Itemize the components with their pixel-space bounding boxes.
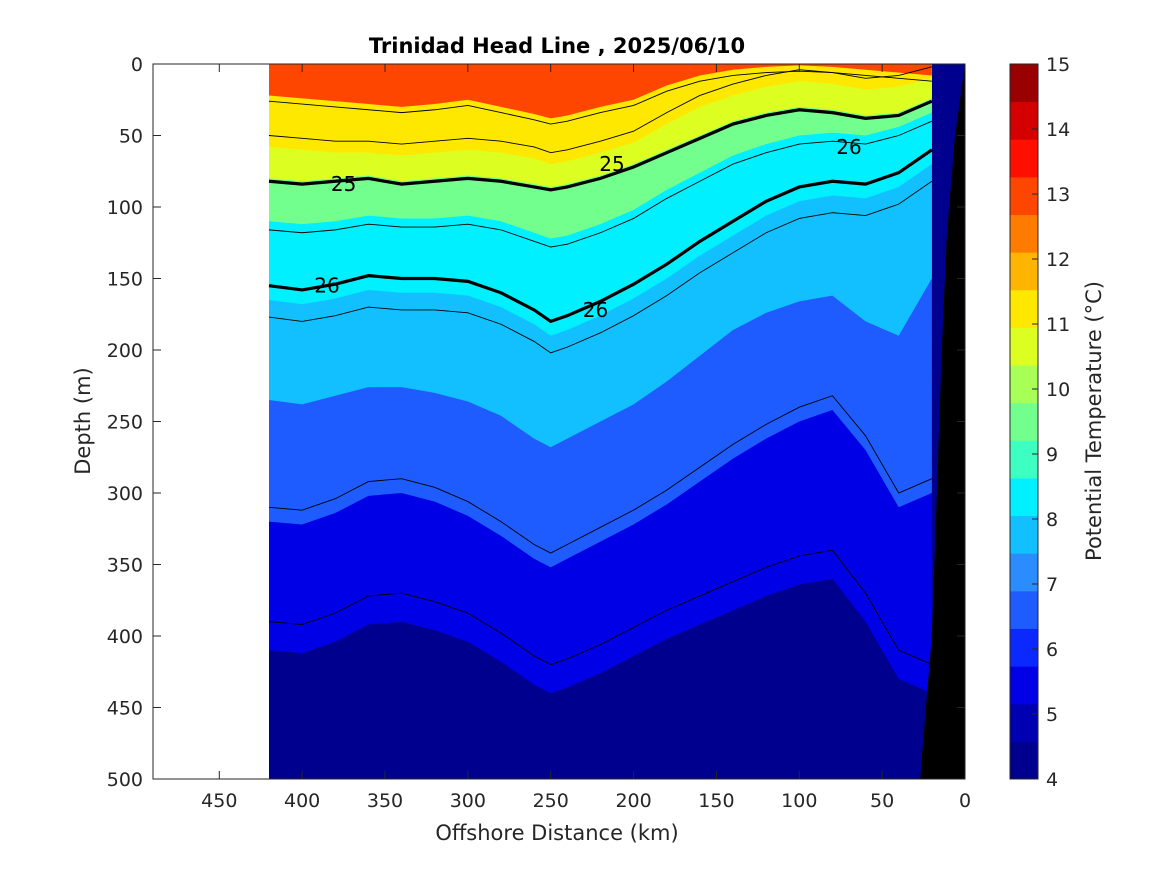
density-contour: [268, 395, 933, 554]
x-tick-label: 300: [450, 790, 486, 812]
x-tick-label: 400: [284, 790, 320, 812]
colorbar-tick-label: 9: [1046, 444, 1058, 466]
y-tick-label: 200: [107, 340, 143, 362]
y-axis: 0 50 100 150 200 250 300 350 400 450 500: [107, 54, 965, 791]
y-tick-label: 0: [131, 54, 143, 76]
y-tick-label: 100: [107, 197, 143, 219]
colorbar-tick-label: 5: [1046, 704, 1058, 726]
y-tick-label: 350: [107, 555, 143, 577]
density-contour-26: [268, 148, 933, 324]
colorbar-swatch: [1010, 628, 1038, 667]
x-axis-label: Offshore Distance (km): [435, 821, 678, 845]
colorbar-frame: [1009, 63, 1039, 780]
colorbar-label: Potential Temperature (°C): [1082, 281, 1106, 561]
y-axis-label: Depth (m): [71, 367, 95, 474]
x-axis: 450 400 350 300 250 200 150 100 50 0: [201, 64, 971, 812]
x-tick-label: 350: [367, 790, 403, 812]
x-tick-label: 150: [698, 790, 734, 812]
contour-label: 26: [583, 298, 608, 322]
colorbar-swatch: [1010, 64, 1038, 103]
colorbar-tick-label: 8: [1046, 509, 1058, 531]
colorbar-swatch: [1010, 214, 1038, 253]
colorbar-swatch: [1010, 252, 1038, 291]
contour-label: 25: [331, 172, 356, 196]
colorbar-swatch: [1010, 402, 1038, 441]
colorbar-tick-label: 10: [1046, 379, 1070, 401]
x-tick-label: 450: [201, 790, 237, 812]
colorbar-tick-label: 7: [1046, 574, 1058, 596]
colorbar-swatch: [1010, 176, 1038, 216]
colorbar-tick-label: 15: [1046, 54, 1070, 76]
colorbar-swatch: [1010, 101, 1038, 140]
density-contour: [268, 549, 933, 666]
colorbar: 4 5 6 7 8 9 10 11 12 13 14 15: [1009, 54, 1070, 791]
x-tick-label: 200: [615, 790, 651, 812]
density-contour-25: [268, 99, 933, 192]
y-tick-label: 500: [107, 769, 143, 791]
colorbar-swatch: [1010, 590, 1038, 629]
bathymetry: [915, 64, 965, 779]
y-tick-label: 150: [107, 269, 143, 291]
density-contour: [268, 120, 933, 248]
colorbar-swatch: [1010, 477, 1038, 517]
contour-label: 26: [314, 274, 339, 298]
x-tick-label: 50: [870, 790, 894, 812]
x-tick-label: 100: [781, 790, 817, 812]
chart-title: Trinidad Head Line , 2025/06/10: [369, 34, 745, 58]
colorbar-swatch: [1010, 741, 1038, 780]
y-tick-label: 250: [107, 412, 143, 434]
y-tick-label: 300: [107, 483, 143, 505]
colorbar-tick-label: 11: [1046, 314, 1070, 336]
colorbar-tick-label: 12: [1046, 249, 1070, 271]
contour-label: 26: [836, 135, 861, 159]
x-tick-label: 250: [533, 790, 569, 812]
colorbar-swatch: [1010, 703, 1038, 742]
seafloor: [915, 64, 965, 779]
colorbar-tick-label: 4: [1046, 769, 1058, 791]
colorbar-swatch: [1010, 139, 1038, 178]
temp-band: [269, 64, 932, 119]
colorbar-swatch: [1010, 327, 1038, 366]
colorbar-swatch: [1010, 440, 1038, 479]
y-tick-label: 450: [107, 698, 143, 720]
colorbar-swatch: [1010, 553, 1038, 592]
density-contour: [268, 180, 933, 354]
colorbar-swatch: [1010, 515, 1038, 554]
density-contours: 25 25 26 26 26: [268, 66, 933, 666]
x-tick-label: 0: [959, 790, 971, 812]
y-tick-label: 400: [107, 626, 143, 648]
colorbar-tick-label: 14: [1046, 119, 1070, 141]
colorbar-tick-label: 13: [1046, 184, 1070, 206]
colorbar-tick-label: 6: [1046, 639, 1058, 661]
colorbar-swatch: [1010, 666, 1038, 705]
contour-label: 25: [599, 152, 624, 176]
density-contour: [268, 70, 932, 125]
colorbar-swatch: [1010, 365, 1038, 404]
y-tick-label: 50: [119, 126, 143, 148]
colorbar-swatch: [1010, 289, 1038, 328]
density-contour: [268, 66, 932, 154]
